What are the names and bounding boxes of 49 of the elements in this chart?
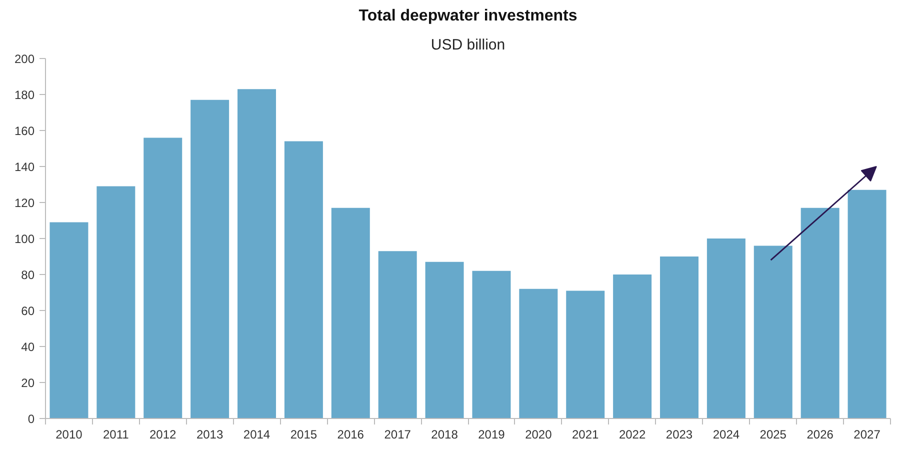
x-tick-label: 2014: [243, 428, 270, 442]
bar: [613, 274, 652, 418]
y-tick-label: 100: [14, 232, 35, 246]
bar: [96, 186, 136, 418]
x-tick-label: 2022: [618, 428, 646, 442]
chart-subtitle: USD billion: [430, 36, 506, 54]
y-tick-label: 60: [21, 304, 35, 318]
x-tick-label: 2010: [56, 428, 83, 442]
x-tick-label: 2013: [196, 428, 224, 442]
bar: [50, 222, 88, 418]
y-tick-label: 200: [14, 52, 35, 66]
bar: [144, 138, 182, 418]
bar: [519, 288, 558, 418]
x-tick-label: 2020: [525, 428, 552, 442]
y-tick-label: 140: [14, 160, 35, 174]
x-tick-label: 2015: [290, 428, 318, 442]
y-tick-label: 80: [21, 268, 35, 282]
y-tick-label: 40: [21, 340, 35, 354]
bar: [331, 208, 370, 418]
bar: [284, 141, 323, 418]
x-tick-label: 2016: [337, 428, 364, 442]
bar: [800, 208, 840, 418]
y-tick-label: 160: [14, 124, 35, 138]
bar: [848, 190, 886, 418]
x-tick-label: 2024: [712, 428, 740, 442]
chart-title: Total deepwater investments: [358, 8, 578, 24]
bar: [425, 262, 464, 418]
bar: [472, 270, 511, 418]
x-tick-label: 2025: [760, 428, 787, 442]
bar: [238, 89, 276, 418]
bar: [706, 238, 746, 418]
x-tick-label: 2019: [478, 428, 506, 442]
bar: [378, 251, 417, 418]
y-tick-label: 0: [28, 412, 35, 426]
x-tick-label: 2018: [431, 428, 458, 442]
x-tick-label: 2026: [806, 428, 834, 442]
x-tick-label: 2017: [384, 428, 412, 442]
x-tick-label: 2027: [854, 428, 881, 442]
bar: [190, 100, 230, 418]
y-tick-label: 20: [21, 376, 35, 390]
bar: [566, 290, 605, 418]
y-tick-label: 180: [14, 88, 35, 102]
x-tick-label: 2021: [572, 428, 600, 442]
bar: [754, 246, 792, 418]
bar: [660, 256, 698, 418]
x-tick-label: 2012: [150, 428, 177, 442]
y-tick-label: 120: [14, 196, 35, 210]
x-tick-label: 2011: [103, 428, 130, 442]
x-tick-label: 2023: [666, 428, 693, 442]
